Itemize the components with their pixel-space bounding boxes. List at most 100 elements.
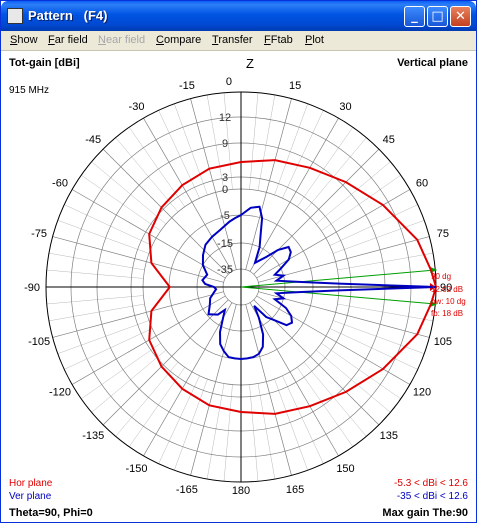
angle-label: -120 xyxy=(49,387,71,399)
grid-spoke-minor xyxy=(223,92,233,190)
angle-label: 45 xyxy=(383,134,395,146)
grid-spoke-minor xyxy=(81,174,161,231)
ring-label: 3 xyxy=(222,172,228,184)
grid-spoke xyxy=(249,302,339,457)
grid-spoke-minor xyxy=(321,174,401,231)
app-icon xyxy=(7,8,23,24)
grid-spoke xyxy=(52,291,224,338)
grid-spoke-minor xyxy=(249,384,259,482)
marker-gain: 12.62 dB xyxy=(431,285,463,294)
angle-label: -90 xyxy=(24,282,40,294)
grid-spoke-minor xyxy=(206,383,225,480)
marker-angle: 90 dg xyxy=(431,272,451,281)
angle-label: 180 xyxy=(232,485,250,497)
grid-spoke-minor xyxy=(257,383,276,480)
grid-spoke-minor xyxy=(303,137,367,213)
grid-spoke-minor xyxy=(223,384,233,482)
grid-spoke xyxy=(102,299,229,426)
grid-spoke xyxy=(102,148,229,275)
marker-fb: fb: 18 dB xyxy=(431,309,463,318)
angle-label: -105 xyxy=(28,336,50,348)
grid-spoke-minor xyxy=(333,220,425,254)
grid-spoke-minor xyxy=(46,269,144,279)
grid-spoke xyxy=(258,291,430,338)
ring-label: 12 xyxy=(219,112,231,124)
polar-plot: 0 153045607590105120135150165180-165-150-… xyxy=(9,56,469,519)
menu-near-field[interactable]: Near field xyxy=(98,34,146,46)
grid-spoke xyxy=(256,189,411,279)
minimize-button[interactable]: _ xyxy=(404,6,425,27)
gain-axis-title: Tot-gain [dBi] xyxy=(9,57,80,69)
grid-spoke-minor xyxy=(64,328,153,370)
angle-label: -45 xyxy=(85,134,101,146)
grid-spoke-minor xyxy=(158,110,200,199)
grid-spoke-minor xyxy=(48,303,145,322)
legend-hor-plane: Hor plane xyxy=(9,478,53,489)
grid-spoke xyxy=(190,304,237,476)
menu-show[interactable]: Show xyxy=(10,34,38,46)
angle-label: -30 xyxy=(129,101,145,113)
grid-spoke xyxy=(245,98,292,270)
grid-spoke xyxy=(253,148,380,275)
grid-spoke-minor xyxy=(315,161,391,225)
grid-spoke-minor xyxy=(57,320,149,354)
grid-spoke xyxy=(256,295,411,385)
grid-spoke xyxy=(143,117,233,272)
menu-compare[interactable]: Compare xyxy=(156,34,202,46)
frequency-label: 915 MHz xyxy=(9,85,49,96)
hor-plane-curve xyxy=(148,159,438,415)
grid-spoke xyxy=(190,98,237,270)
angle-label: 0 xyxy=(226,76,232,88)
beamwidth-line xyxy=(240,269,436,288)
grid-spoke-minor xyxy=(274,103,308,195)
grid-spoke-minor xyxy=(249,92,259,190)
angle-label: -150 xyxy=(125,463,147,475)
menu-plot[interactable]: Plot xyxy=(305,34,324,46)
grid-spoke xyxy=(249,117,339,272)
angle-label: 90 xyxy=(440,282,452,294)
angle-label: 120 xyxy=(413,387,431,399)
grid-spoke-minor xyxy=(46,295,144,305)
menu-far-field[interactable]: Far field xyxy=(48,34,88,46)
angle-label: -135 xyxy=(82,430,104,442)
grid-spoke-minor xyxy=(303,361,367,437)
grid-spoke-minor xyxy=(297,367,354,447)
plane-title: Vertical plane xyxy=(397,57,468,69)
title-bar[interactable]: Pattern (F4) _ □ ✕ xyxy=(1,1,476,31)
maximize-button[interactable]: □ xyxy=(427,6,448,27)
angle-label: 75 xyxy=(437,228,449,240)
grid-spoke-minor xyxy=(321,343,401,400)
grid-spoke-minor xyxy=(91,161,167,225)
grid-spoke-minor xyxy=(158,375,200,464)
menu-fftab[interactable]: FFtab xyxy=(264,34,293,46)
beamwidth-line xyxy=(240,286,436,305)
grid-spoke xyxy=(258,236,430,283)
ver-plane-curve xyxy=(201,205,437,361)
angle-label: -165 xyxy=(176,484,198,496)
grid-spoke-minor xyxy=(91,349,167,413)
hor-range-label: -5.3 < dBi < 12.6 xyxy=(394,478,468,489)
grid-spoke-minor xyxy=(174,379,208,471)
ver-range-label: -35 < dBi < 12.6 xyxy=(397,491,469,502)
grid-spoke-minor xyxy=(333,320,425,354)
angle-label: 30 xyxy=(339,101,351,113)
grid-spoke-minor xyxy=(282,110,324,199)
window-title: Pattern (F4) xyxy=(28,8,108,23)
grid-spoke-minor xyxy=(57,220,149,254)
menu-transfer[interactable]: Transfer xyxy=(212,34,253,46)
grid-spoke-minor xyxy=(337,252,434,271)
ring-label: -15 xyxy=(217,238,233,250)
marker-beamwidth: bw: 10 dg xyxy=(431,297,466,306)
angle-label: -60 xyxy=(52,178,68,190)
grid-spoke xyxy=(52,236,224,283)
grid-spoke-minor xyxy=(329,204,418,246)
grid-spoke-minor xyxy=(329,328,418,370)
ring-label: -5 xyxy=(220,210,230,222)
grid-spoke xyxy=(245,304,292,476)
grid-spoke-minor xyxy=(81,343,161,400)
angle-label: 135 xyxy=(380,430,398,442)
angle-labels: 0 153045607590105120135150165180-165-150-… xyxy=(24,76,452,497)
close-button[interactable]: ✕ xyxy=(450,6,471,27)
angle-label: 150 xyxy=(336,463,354,475)
